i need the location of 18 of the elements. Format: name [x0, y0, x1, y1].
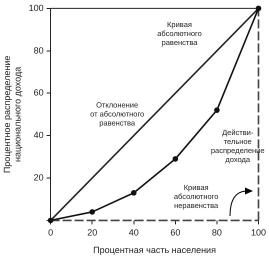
y-tick-label: 20 — [34, 172, 44, 182]
x-tick-label: 60 — [170, 227, 180, 238]
x-tick-label: 0 — [48, 227, 54, 238]
y-tick-label: 60 — [34, 88, 44, 98]
x-tick-label: 20 — [87, 227, 98, 238]
y-tick-label: 100 — [28, 2, 44, 13]
y-axis-title: Процентное распределение национального дохода — [2, 56, 23, 174]
x-tick-label: 40 — [128, 227, 139, 238]
x-axis-title: Процентная часть населения — [93, 245, 216, 256]
point — [89, 209, 95, 215]
point — [214, 107, 220, 113]
point — [256, 6, 262, 12]
point — [172, 156, 178, 162]
x-tick-label: 100 — [250, 227, 266, 238]
y-tick-label: 40 — [34, 130, 44, 140]
x-tick-label: 80 — [212, 227, 222, 238]
point — [130, 190, 137, 196]
y-tick-label: 80 — [34, 45, 44, 56]
